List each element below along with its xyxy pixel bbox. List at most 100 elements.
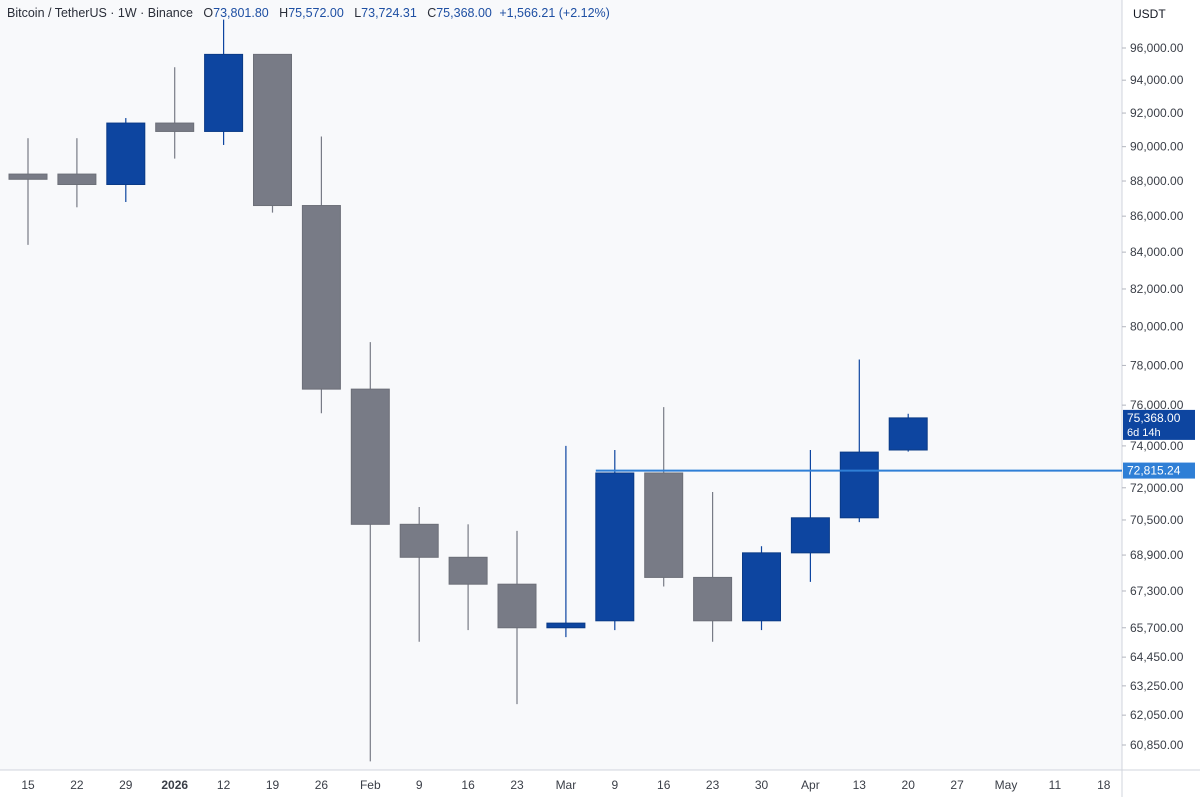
x-tick-label: 9 (611, 778, 618, 792)
y-tick-label: 78,000.00 (1130, 358, 1184, 372)
candle (644, 407, 684, 587)
x-tick-label: 23 (706, 778, 720, 792)
y-tick-label: 65,700.00 (1130, 621, 1184, 635)
candle-body[interactable] (8, 173, 48, 180)
x-tick-label: 19 (266, 778, 280, 792)
x-tick-label: 11 (1049, 778, 1062, 792)
close-label: C (427, 6, 437, 20)
candle-body[interactable] (350, 388, 390, 525)
close-value: 75,368.00 (436, 6, 492, 20)
x-tick-label: 29 (119, 778, 133, 792)
candle-body[interactable] (57, 173, 97, 185)
x-tick-label: 12 (217, 778, 231, 792)
x-tick-label: 13 (853, 778, 867, 792)
candle-body[interactable] (693, 576, 733, 622)
y-tick-label: 80,000.00 (1130, 320, 1184, 334)
candle (790, 450, 830, 582)
y-tick-label: 90,000.00 (1130, 140, 1184, 154)
y-tick-label: 60,850.00 (1130, 738, 1184, 752)
x-tick-label: Feb (360, 778, 381, 792)
candle (546, 445, 586, 638)
y-tick-label: 82,000.00 (1130, 282, 1184, 296)
candle (8, 138, 48, 245)
y-tick-label: 84,000.00 (1130, 245, 1184, 259)
candle (399, 507, 439, 642)
candle (204, 19, 244, 145)
x-tick-label: 2026 (161, 778, 188, 792)
y-tick-label: 94,000.00 (1130, 73, 1184, 87)
x-tick-label: 27 (950, 778, 964, 792)
x-tick-label: 16 (657, 778, 671, 792)
y-tick-label: 62,050.00 (1130, 708, 1184, 722)
y-tick-label: 86,000.00 (1130, 209, 1184, 223)
y-tick-label: 63,250.00 (1130, 679, 1184, 693)
bar-countdown-label: 6d 14h (1127, 427, 1161, 439)
candle-body[interactable] (204, 53, 244, 132)
candle-body[interactable] (742, 552, 781, 622)
x-tick-label: 20 (902, 778, 916, 792)
candle-body[interactable] (839, 451, 879, 519)
open-label: O (203, 6, 214, 20)
candle (595, 450, 635, 631)
candle-body[interactable] (301, 205, 341, 390)
y-tick-label: 74,000.00 (1130, 439, 1184, 453)
symbol-title: Bitcoin / TetherUS · 1W · Binance (7, 6, 193, 20)
candle (57, 138, 97, 208)
y-tick-label: 92,000.00 (1130, 106, 1184, 120)
candle (497, 530, 537, 705)
level-price-label: 72,815.24 (1127, 464, 1181, 478)
x-tick-label: 30 (755, 778, 769, 792)
candle-body[interactable] (888, 417, 928, 451)
x-tick-label: 22 (70, 778, 84, 792)
high-label: H (279, 6, 289, 20)
x-tick-label: 9 (416, 778, 423, 792)
candle (350, 342, 390, 762)
candle (693, 492, 733, 642)
candle (253, 53, 292, 213)
candle-body[interactable] (448, 556, 488, 585)
candle (839, 359, 879, 523)
candle (448, 524, 488, 631)
low-value: 73,724.31 (361, 6, 417, 20)
currency-label[interactable]: USDT (1123, 0, 1200, 28)
x-tick-label: 26 (315, 778, 329, 792)
x-tick-label: 16 (461, 778, 475, 792)
y-tick-label: 68,900.00 (1130, 548, 1184, 562)
low-label: L (354, 6, 362, 20)
x-tick-label: 15 (21, 778, 35, 792)
candle (301, 136, 341, 414)
y-tick-label: 64,450.00 (1130, 650, 1184, 664)
y-tick-label: 96,000.00 (1130, 41, 1184, 55)
candle (155, 67, 195, 159)
candle (742, 546, 781, 631)
x-tick-label: Mar (556, 778, 577, 792)
candle-body[interactable] (644, 472, 684, 578)
x-tick-label: May (995, 778, 1018, 792)
x-tick-label: Apr (801, 778, 820, 792)
chart-legend-header: Bitcoin / TetherUS · 1W · Binance O73,80… (7, 6, 610, 20)
last-price-tag (1123, 409, 1195, 440)
y-tick-label: 88,000.00 (1130, 174, 1184, 188)
y-tick-label: 67,300.00 (1130, 584, 1184, 598)
candle-body[interactable] (546, 622, 586, 629)
candle (888, 413, 928, 452)
y-tick-label: 76,000.00 (1130, 398, 1184, 412)
candle-body[interactable] (497, 583, 537, 629)
candle-body[interactable] (399, 523, 439, 558)
y-tick-label: 70,500.00 (1130, 513, 1184, 527)
candle-body[interactable] (790, 517, 830, 554)
x-tick-label: 23 (510, 778, 524, 792)
x-tick-label: 18 (1097, 778, 1111, 792)
candle (106, 118, 146, 203)
candle-body[interactable] (595, 472, 635, 622)
candle-body[interactable] (253, 53, 292, 207)
change-value: +1,566.21 (+2.12%) (499, 6, 610, 20)
candle-body[interactable] (155, 122, 195, 132)
level-price-tag (1123, 462, 1195, 479)
y-tick-label: 72,000.00 (1130, 481, 1184, 495)
open-value: 73,801.80 (213, 6, 269, 20)
candle-body[interactable] (106, 122, 146, 185)
high-value: 75,572.00 (288, 6, 344, 20)
